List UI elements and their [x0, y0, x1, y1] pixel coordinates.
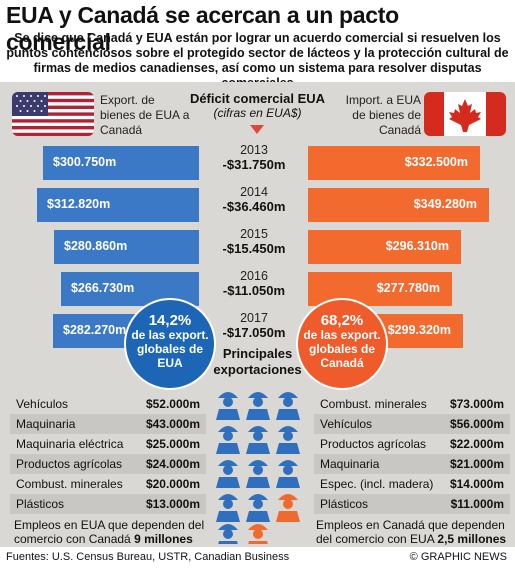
- ca-import-value: $349.280m: [413, 197, 477, 211]
- ca-jobs-value: 2,5 millones: [437, 532, 507, 546]
- ca-jobs-text: Empleos en Canadá que dependen del comer…: [316, 518, 505, 546]
- deficit-label: 2014 -$36.460m: [200, 185, 308, 214]
- export-label: Combust. minerales: [320, 397, 427, 411]
- export-label: Productos agrícolas: [16, 457, 123, 471]
- us-export-bar: $300.750m: [43, 146, 199, 180]
- export-value: $11.000m: [450, 497, 504, 511]
- us-export-bar: $280.860m: [54, 230, 199, 264]
- deficit-value: -$15.450m: [222, 241, 286, 256]
- us-jobs-value: 9 millones: [134, 532, 193, 546]
- deficit-value: -$17.050m: [222, 325, 286, 340]
- sources: Fuentes: U.S. Census Bureau, USTR, Canad…: [6, 551, 290, 563]
- year-label: 2013: [240, 143, 268, 157]
- export-label: Maquinaria eléctrica: [16, 437, 124, 451]
- export-value: $43.000m: [145, 417, 200, 431]
- us-share-circle: 14,2% de las export. globales de EUA: [124, 298, 216, 390]
- ca-import-value: $277.780m: [376, 281, 440, 295]
- export-label: Productos agrícolas: [320, 437, 427, 451]
- us-share-text: de las export. globales de EUA: [131, 328, 209, 370]
- export-value: $13.000m: [145, 497, 200, 511]
- ca-export-row: Plásticos $11.000m: [314, 494, 510, 514]
- export-label: Maquinaria: [16, 417, 76, 431]
- deficit-subtitle: (cifras en EUA$): [213, 106, 302, 120]
- year-label: 2016: [240, 269, 268, 283]
- year-label: 2014: [240, 185, 268, 199]
- exports-title: Principales exportaciones: [213, 346, 302, 377]
- ca-export-row: Combust. minerales $73.000m: [314, 394, 510, 414]
- export-value: $73.000m: [449, 397, 504, 411]
- export-value: $20.000m: [145, 477, 200, 491]
- export-label: Plásticos: [320, 497, 369, 511]
- ca-import-bar: $332.500m: [308, 146, 480, 180]
- us-export-row: Plásticos $13.000m: [10, 494, 206, 514]
- ca-share-text: de las export. globales de Canadá: [303, 328, 381, 370]
- deficit-value: -$36.460m: [222, 199, 286, 214]
- export-label: Espec. (incl. madera): [320, 477, 434, 491]
- ca-export-row: Productos agrícolas $22.000m: [314, 434, 510, 454]
- export-label: Vehículos: [16, 397, 69, 411]
- export-value: $52.000m: [145, 397, 200, 411]
- us-export-row: Combust. minerales $20.000m: [10, 474, 206, 494]
- workers-icon: [216, 392, 300, 544]
- export-value: $24.000m: [145, 457, 200, 471]
- credit: © GRAPHIC NEWS: [409, 551, 507, 563]
- us-export-value: $266.730m: [71, 281, 135, 295]
- us-export-bar: $312.820m: [37, 188, 199, 222]
- us-jobs: Empleos en EUA que dependen del comercio…: [14, 518, 210, 546]
- export-value: $21.000m: [449, 457, 504, 471]
- deficit-header: Déficit comercial EUA (cifras en EUA$): [170, 91, 345, 120]
- us-exports-label: Export. de bienes de EUA a Canadá: [100, 93, 190, 137]
- export-label: Plásticos: [16, 497, 65, 511]
- ca-imports-label: Import. a EUA de bienes de Canadá: [345, 93, 421, 137]
- us-jobs-text: Empleos en EUA que dependen del comercio…: [14, 518, 205, 546]
- us-export-row: Vehículos $52.000m: [10, 394, 206, 414]
- ca-import-value: $299.320m: [387, 323, 451, 337]
- us-export-row: Productos agrícolas $24.000m: [10, 454, 206, 474]
- export-value: $25.000m: [145, 437, 200, 451]
- deficit-value: -$11.050m: [222, 283, 286, 298]
- ca-export-row: Espec. (incl. madera) $14.000m: [314, 474, 510, 494]
- us-export-row: Maquinaria eléctrica $25.000m: [10, 434, 206, 454]
- us-export-value: $280.860m: [64, 239, 128, 253]
- export-label: Vehículos: [320, 417, 373, 431]
- deficit-arrow-icon: [250, 125, 264, 134]
- year-label: 2017: [240, 311, 268, 325]
- page-title: EUA y Canadá se acercan a un pacto comer…: [6, 2, 399, 55]
- ca-export-row: Vehículos $56.000m: [314, 414, 510, 434]
- ca-import-value: $296.310m: [385, 239, 449, 253]
- year-label: 2015: [240, 227, 268, 241]
- deficit-title: Déficit comercial EUA: [189, 91, 326, 106]
- deficit-label: 2016 -$11.050m: [200, 269, 308, 298]
- deficit-label: 2015 -$15.450m: [200, 227, 308, 256]
- ca-import-bar: $296.310m: [308, 230, 461, 264]
- ca-jobs: Empleos en Canadá que dependen del comer…: [316, 518, 512, 546]
- ca-export-row: Maquinaria $21.000m: [314, 454, 510, 474]
- deficit-label: 2017 -$17.050m: [200, 311, 308, 340]
- export-value: $56.000m: [449, 417, 504, 431]
- ca-import-bar: $349.280m: [308, 188, 489, 222]
- export-label: Maquinaria: [320, 457, 380, 471]
- export-label: Combust. minerales: [16, 477, 123, 491]
- ca-import-bar: $277.780m: [308, 272, 452, 306]
- export-value: $14.000m: [449, 477, 504, 491]
- us-export-value: $282.270m: [63, 323, 127, 337]
- deficit-label: 2013 -$31.750m: [200, 143, 308, 172]
- us-export-row: Maquinaria $43.000m: [10, 414, 206, 434]
- export-value: $22.000m: [449, 437, 504, 451]
- us-export-value: $300.750m: [53, 155, 117, 169]
- us-share-pct: 14,2%: [148, 312, 192, 329]
- ca-import-value: $332.500m: [404, 155, 468, 169]
- canada-flag-icon: [424, 92, 506, 136]
- us-flag-icon: [12, 92, 94, 136]
- ca-share-pct: 68,2%: [320, 312, 364, 329]
- deficit-value: -$31.750m: [222, 157, 286, 172]
- us-export-value: $312.820m: [47, 197, 111, 211]
- ca-share-circle: 68,2% de las export. globales de Canadá: [296, 298, 388, 390]
